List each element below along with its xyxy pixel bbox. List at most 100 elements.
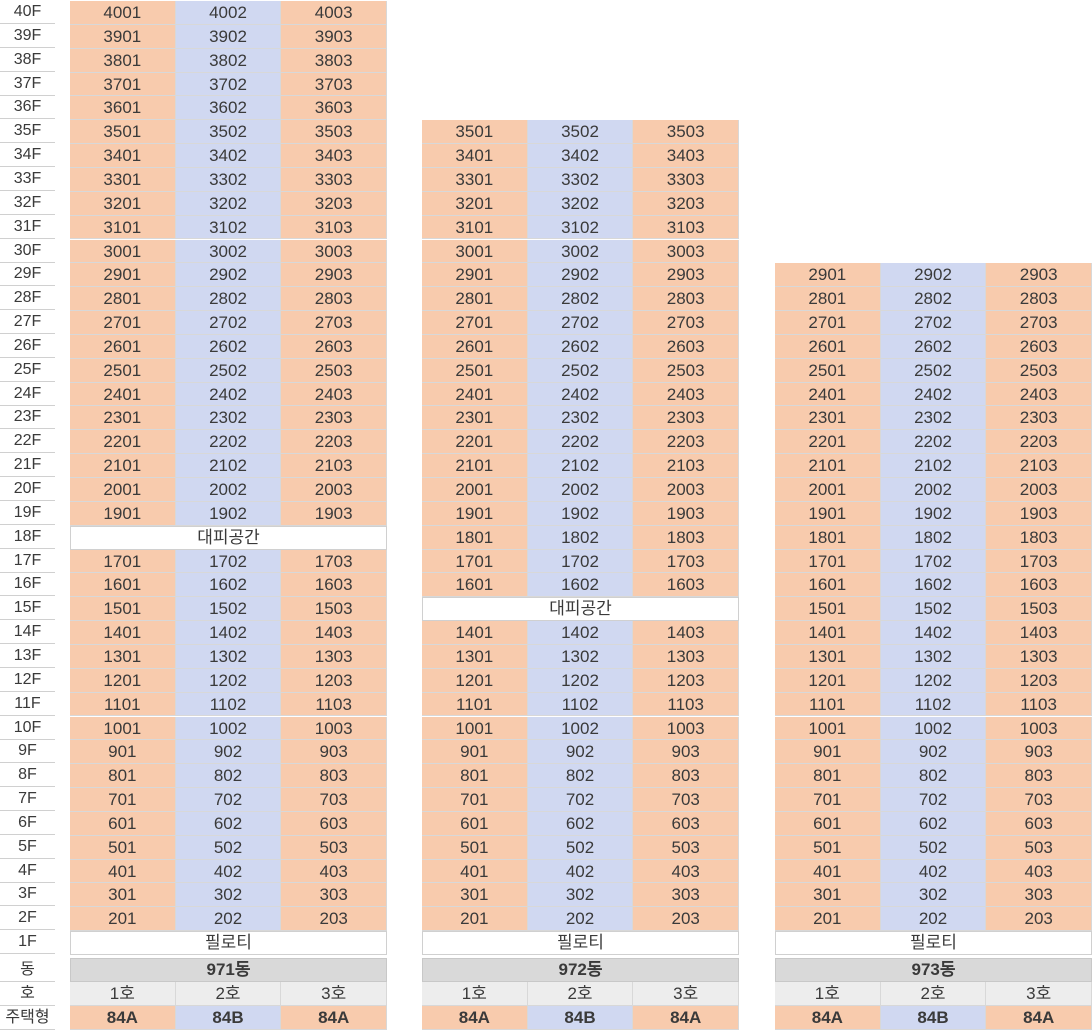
floor-row: 필로티 — [70, 931, 387, 955]
unit-cell: 4003 — [281, 1, 388, 25]
unit-cell: 1203 — [986, 668, 1092, 693]
unit-cell: 1902 — [527, 501, 634, 526]
floor-label: 36F — [0, 95, 55, 120]
floor-label: 2F — [0, 906, 55, 931]
unit-cell: 3102 — [175, 215, 282, 240]
unit-cell: 2801 — [422, 287, 528, 312]
unit-cell: 1003 — [986, 716, 1092, 741]
unit-cell: 1902 — [175, 501, 282, 526]
unit-cell: 2601 — [70, 334, 176, 359]
unit-cell: 3002 — [527, 239, 634, 264]
unit-cell: 2901 — [775, 263, 881, 288]
floor-row: 2801 2802 2803 — [775, 287, 1092, 312]
floor-row: 2901 2902 2903 — [422, 263, 740, 288]
unit-cell: 3501 — [70, 120, 176, 145]
unit-cell: 1301 — [775, 644, 881, 669]
unit-type: 84B — [527, 1006, 634, 1030]
unit-cell: 1502 — [175, 597, 282, 622]
floor-row: 3501 3502 3503 — [70, 120, 388, 145]
floor-row: 901 902 903 — [775, 740, 1092, 765]
unit-cell: 903 — [281, 740, 388, 765]
unit-cell: 1302 — [175, 644, 282, 669]
unit-cell: 1702 — [880, 549, 987, 574]
unit-cell: 1201 — [70, 668, 176, 693]
unit-cell: 1201 — [775, 668, 881, 693]
floor-row: 1601 1602 1603 — [775, 573, 1092, 598]
merged-floor-label: 필로티 — [422, 931, 739, 955]
building-name: 973동 — [775, 958, 1092, 982]
unit-cell: 501 — [775, 835, 881, 860]
unit-cell: 3703 — [281, 72, 388, 97]
floor-label: 22F — [0, 429, 55, 454]
unit-cell: 401 — [422, 859, 528, 884]
unit-cell: 601 — [775, 811, 881, 836]
unit-cell: 801 — [422, 764, 528, 789]
unit-cell: 1303 — [281, 644, 388, 669]
unit-cell: 3501 — [422, 120, 528, 145]
floor-row: 2901 2902 2903 — [70, 263, 388, 288]
unit-cell: 1902 — [880, 501, 987, 526]
floor-label: 25F — [0, 358, 55, 382]
unit-cell: 3701 — [70, 72, 176, 97]
unit-cell: 1403 — [986, 621, 1092, 645]
unit-cell: 2603 — [281, 334, 388, 359]
unit-cell: 3602 — [175, 96, 282, 121]
merged-floor-label: 대피공간 — [70, 525, 387, 550]
unit-cell: 2903 — [986, 263, 1092, 288]
floor-label: 35F — [0, 119, 55, 144]
unit-cell: 1102 — [175, 692, 282, 717]
unit-cell: 1702 — [175, 549, 282, 574]
unit-cell: 3002 — [175, 239, 282, 264]
unit-cell: 3301 — [70, 167, 176, 192]
unit-cell: 2903 — [633, 263, 740, 288]
unit-cell: 3803 — [281, 48, 388, 73]
floor-row: 1001 1002 1003 — [775, 716, 1092, 741]
unit-cell: 3103 — [633, 215, 740, 240]
building-name: 971동 — [70, 958, 387, 982]
floor-row: 401 402 403 — [70, 859, 388, 884]
unit-cell: 3403 — [281, 144, 388, 168]
floor-row: 2701 2702 2703 — [422, 311, 740, 335]
unit-type: 84A — [986, 1006, 1092, 1030]
unit-cell: 1201 — [422, 668, 528, 693]
unit-cell: 1901 — [775, 501, 881, 526]
unit-cell: 1003 — [281, 716, 388, 741]
floor-row: 1301 1302 1303 — [70, 644, 388, 669]
unit-cell: 503 — [281, 835, 388, 860]
unit-cell: 3203 — [633, 191, 740, 216]
unit-cell: 3702 — [175, 72, 282, 97]
unit-cell: 1203 — [633, 668, 740, 693]
ho-label: 3호 — [986, 982, 1092, 1006]
unit-cell: 1901 — [422, 501, 528, 526]
floor-row: 2701 2702 2703 — [775, 311, 1092, 335]
unit-cell: 2401 — [70, 382, 176, 407]
unit-cell: 1101 — [422, 692, 528, 717]
unit-cell: 1101 — [775, 692, 881, 717]
unit-cell: 902 — [527, 740, 634, 765]
merged-floor-label: 대피공간 — [422, 597, 739, 622]
ho-label: 1호 — [422, 982, 528, 1006]
floor-row: 2401 2402 2403 — [422, 382, 740, 407]
unit-cell: 2502 — [175, 358, 282, 383]
unit-cell: 2303 — [986, 406, 1092, 431]
unit-cell: 302 — [175, 883, 282, 908]
floor-label: 26F — [0, 334, 55, 358]
unit-cell: 903 — [633, 740, 740, 765]
floor-label: 8F — [0, 763, 55, 788]
floor-row: 3401 3402 3403 — [422, 144, 740, 168]
unit-cell: 3103 — [281, 215, 388, 240]
unit-cell: 501 — [70, 835, 176, 860]
ho-row: 1호 2호 3호 — [422, 982, 740, 1006]
floor-row: 1601 1602 1603 — [70, 573, 388, 598]
unit-cell: 1202 — [880, 668, 987, 693]
floor-label: 34F — [0, 143, 55, 168]
ho-row: 1호 2호 3호 — [70, 982, 388, 1006]
unit-cell: 3902 — [175, 24, 282, 49]
unit-cell: 1103 — [633, 692, 740, 717]
floor-row: 1101 1102 1103 — [70, 692, 388, 717]
unit-cell: 3302 — [527, 167, 634, 192]
unit-cell: 3402 — [175, 144, 282, 168]
floor-row: 1901 1902 1903 — [422, 501, 740, 526]
floor-row: 대피공간 — [70, 525, 387, 550]
unit-cell: 2102 — [175, 454, 282, 478]
